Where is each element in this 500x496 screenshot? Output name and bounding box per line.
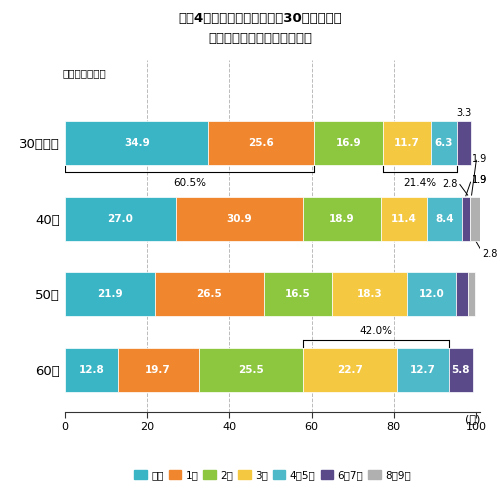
- Bar: [462, 196, 469, 241]
- Bar: [407, 272, 456, 316]
- Text: 22.7: 22.7: [337, 365, 363, 375]
- Text: 26.5: 26.5: [196, 289, 222, 299]
- Text: 21.9: 21.9: [97, 289, 123, 299]
- Bar: [304, 348, 396, 392]
- Bar: [198, 348, 304, 392]
- Bar: [380, 196, 428, 241]
- Text: 12.8: 12.8: [78, 365, 104, 375]
- Text: 34.9: 34.9: [124, 138, 150, 148]
- Text: 図表4　現在の年齢別にみた30代以下での: 図表4 現在の年齢別にみた30代以下での: [178, 12, 342, 25]
- Text: 11.4: 11.4: [391, 214, 417, 224]
- Bar: [208, 121, 314, 165]
- Bar: [456, 272, 468, 316]
- Text: 27.0: 27.0: [108, 214, 134, 224]
- Text: 11.7: 11.7: [394, 138, 420, 148]
- Bar: [314, 121, 383, 165]
- Text: (％): (％): [464, 414, 480, 424]
- Text: 8.4: 8.4: [436, 214, 454, 224]
- Text: 60.5%: 60.5%: [173, 179, 206, 188]
- Text: 30.9: 30.9: [226, 214, 252, 224]
- Bar: [118, 348, 198, 392]
- Text: 1.9: 1.9: [472, 154, 487, 164]
- Bar: [65, 196, 176, 241]
- Bar: [176, 196, 303, 241]
- Text: 21.4%: 21.4%: [404, 179, 436, 188]
- Text: 1.9: 1.9: [472, 175, 487, 185]
- Text: 住宅ローン借入時の頭金分布: 住宅ローン借入時の頭金分布: [208, 32, 312, 45]
- Text: 25.5: 25.5: [238, 365, 264, 375]
- Bar: [470, 196, 481, 241]
- Bar: [457, 121, 470, 165]
- Bar: [449, 348, 472, 392]
- Bar: [332, 272, 407, 316]
- Bar: [264, 272, 332, 316]
- Text: 19.7: 19.7: [145, 365, 171, 375]
- Text: 42.0%: 42.0%: [360, 326, 392, 336]
- Text: 12.7: 12.7: [410, 365, 436, 375]
- Text: 18.9: 18.9: [329, 214, 354, 224]
- Text: 1.9: 1.9: [472, 175, 487, 185]
- Bar: [431, 121, 457, 165]
- Bar: [383, 121, 431, 165]
- Bar: [65, 272, 155, 316]
- Bar: [155, 272, 264, 316]
- Text: 18.3: 18.3: [356, 289, 382, 299]
- Bar: [468, 272, 475, 316]
- Text: 25.6: 25.6: [248, 138, 274, 148]
- Text: 2.8: 2.8: [482, 249, 498, 259]
- Text: 16.9: 16.9: [336, 138, 361, 148]
- Text: 6.3: 6.3: [435, 138, 454, 148]
- Bar: [65, 121, 208, 165]
- Text: 16.5: 16.5: [285, 289, 310, 299]
- Bar: [396, 348, 449, 392]
- Text: ［現在の年齢］: ［現在の年齢］: [63, 68, 106, 78]
- Text: 2.8: 2.8: [442, 180, 458, 189]
- Bar: [428, 196, 462, 241]
- Bar: [303, 196, 380, 241]
- Text: 3.3: 3.3: [456, 108, 471, 118]
- Bar: [65, 348, 118, 392]
- Text: 12.0: 12.0: [418, 289, 444, 299]
- Text: 5.8: 5.8: [452, 365, 470, 375]
- Legend: ゼロ, 1割, 2割, 3割, 4～5割, 6～7割, 8～9割: ゼロ, 1割, 2割, 3割, 4～5割, 6～7割, 8～9割: [130, 465, 415, 484]
